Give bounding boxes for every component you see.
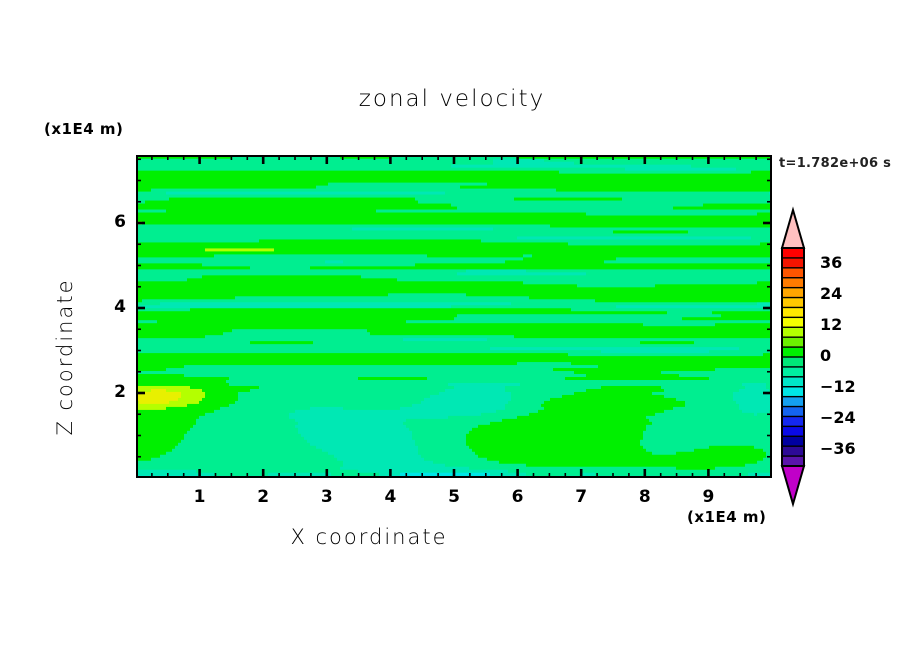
x-tick-label: 6 [511, 487, 524, 507]
colorbar [780, 206, 806, 508]
plot-area [136, 155, 772, 478]
y-tick-label: 2 [114, 382, 126, 402]
y-tick-label: 4 [114, 297, 126, 317]
x-tick-label: 9 [702, 487, 715, 507]
colorbar-tick-label: −24 [820, 408, 856, 428]
x-tick-label: 1 [193, 487, 206, 507]
x-tick-label: 3 [320, 487, 333, 507]
colorbar-tick-label: 0 [820, 346, 832, 365]
colorbar-tick-label: −12 [820, 377, 856, 397]
time-annotation: t=1.782e+06 s [779, 156, 892, 171]
colorbar-tick-label: 36 [820, 252, 843, 272]
x-axis-title: X coordinate [290, 525, 448, 549]
colorbar-tick-label: 12 [820, 314, 843, 334]
colorbar-tick-label: 24 [820, 283, 843, 303]
colorbar-tick-label: −36 [820, 439, 856, 459]
x-tick-label: 5 [448, 487, 460, 507]
x-tick-label: 4 [384, 487, 397, 507]
x-tick-label: 7 [575, 487, 588, 507]
x-tick-label: 8 [638, 487, 651, 507]
contour-field [136, 155, 772, 478]
x-tick-label: 2 [257, 487, 270, 507]
x-axis-unit-label: (x1E4 m) [687, 508, 767, 526]
y-tick-label: 6 [114, 212, 126, 232]
y-axis-unit-label: (x1E4 m) [44, 120, 124, 138]
page-title: zonal velocity [358, 86, 546, 112]
y-axis-title: Z coordinate [53, 278, 77, 436]
